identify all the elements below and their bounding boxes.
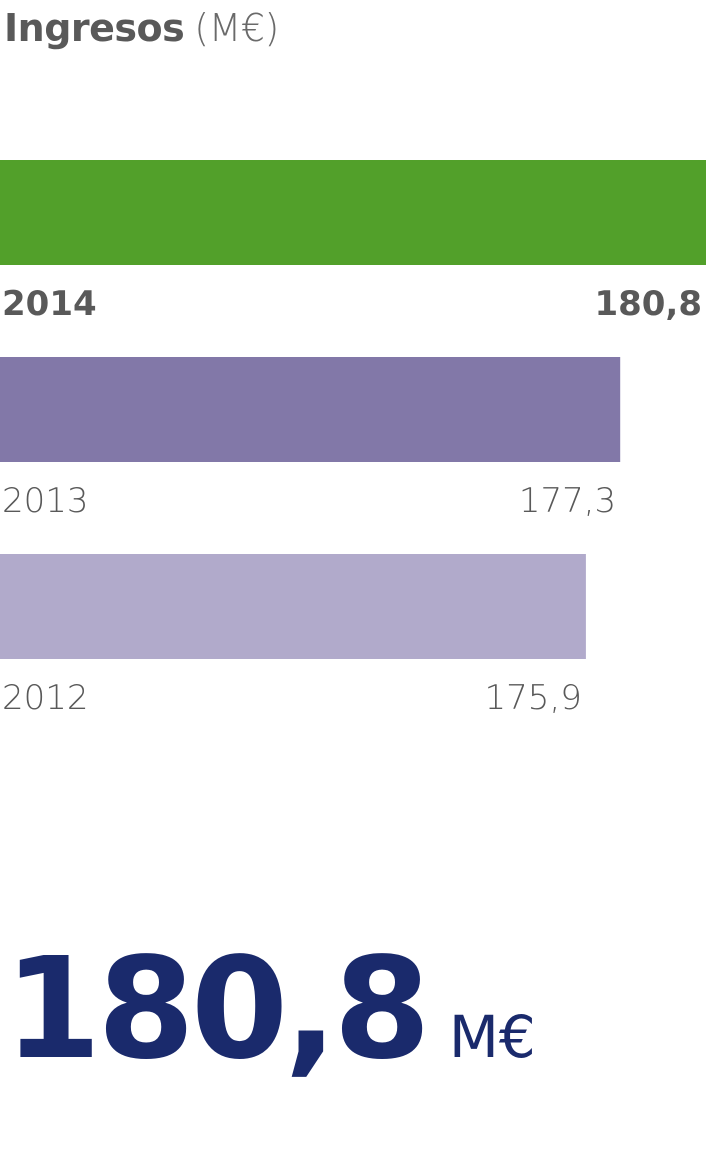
- value-label-2014: 180,8: [594, 284, 702, 324]
- chart-title-unit: (M€): [194, 6, 279, 50]
- total-value: 180,8: [4, 928, 431, 1091]
- total-highlight: 180,8 M€: [4, 930, 536, 1090]
- chart-title-main: Ingresos: [4, 6, 185, 50]
- bar-chart: 2014 180,8 2013 177,3 2012 175,9: [0, 160, 706, 718]
- value-label-2013: 177,3: [519, 481, 616, 521]
- value-label-2012: 175,9: [485, 678, 582, 718]
- bar-2012: [0, 554, 586, 659]
- category-label-2014: 2014: [2, 284, 97, 324]
- total-unit: M€: [448, 1003, 536, 1071]
- chart-title: Ingresos (M€): [4, 4, 279, 52]
- category-label-2012: 2012: [2, 678, 89, 718]
- category-label-2013: 2013: [2, 481, 89, 521]
- bar-2013: [0, 357, 621, 462]
- bar-2014: [0, 160, 706, 265]
